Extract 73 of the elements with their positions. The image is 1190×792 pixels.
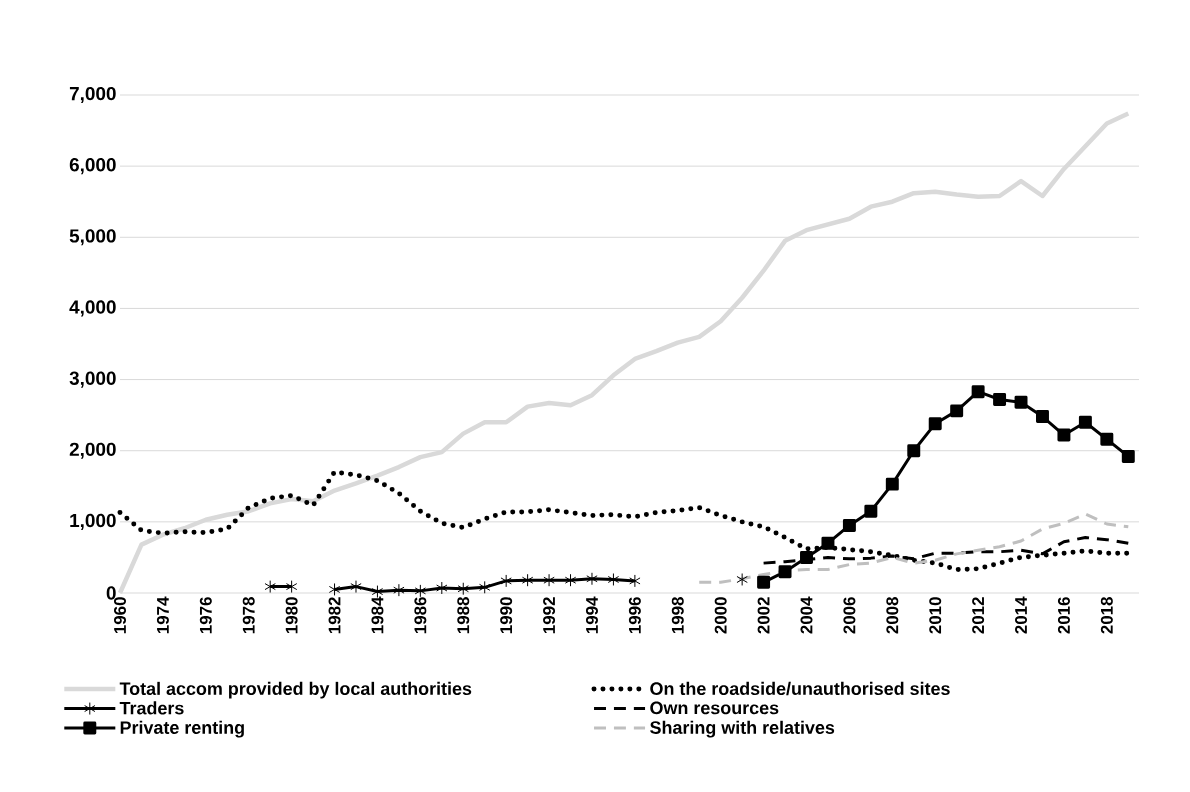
x-tick-label: 2018 <box>1100 597 1113 634</box>
point <box>1036 410 1049 424</box>
x-tick-label: 1994 <box>585 596 598 634</box>
legend-label: Traders <box>119 701 184 715</box>
x-tick-label: 1998 <box>671 597 684 634</box>
x-tick-label: 1978 <box>242 597 255 634</box>
y-tick-label: 2,000 <box>69 442 116 459</box>
legend-label: Sharing with relatives <box>650 720 835 738</box>
y-tick-label: 4,000 <box>69 300 116 317</box>
x-tick-label: 1960 <box>114 597 126 634</box>
point <box>264 580 276 594</box>
point <box>350 580 362 594</box>
point <box>285 580 298 594</box>
point <box>564 573 577 587</box>
point <box>993 393 1007 406</box>
point <box>393 583 405 597</box>
point <box>414 584 427 598</box>
x-tick-label: 2006 <box>843 597 856 634</box>
point <box>607 573 620 586</box>
point <box>864 504 878 518</box>
point <box>928 417 942 431</box>
x-tick-label: 2016 <box>1057 597 1070 634</box>
point <box>1100 432 1114 446</box>
point <box>1014 395 1028 409</box>
x-tick-label: 2004 <box>800 596 813 634</box>
legend-label: Total accom provided by local authorities <box>119 681 472 699</box>
point <box>971 385 985 399</box>
point <box>500 574 512 588</box>
point <box>1057 428 1071 442</box>
x-tick-label: 1974 <box>156 596 169 634</box>
x-tick-label: 1992 <box>543 597 556 634</box>
y-tick-label: 7,000 <box>69 86 116 104</box>
point <box>778 565 792 579</box>
point <box>842 518 856 532</box>
x-tick-label: 1976 <box>199 597 212 634</box>
x-tick-label: 1996 <box>628 597 641 634</box>
point <box>521 573 534 587</box>
point <box>800 550 813 564</box>
point <box>543 573 555 587</box>
point <box>821 536 835 550</box>
legend-label: Private renting <box>120 720 244 738</box>
point <box>1078 415 1092 429</box>
x-tick-label: 2010 <box>929 597 942 634</box>
y-tick-label: 5,000 <box>69 229 116 246</box>
point <box>629 574 641 588</box>
point <box>479 580 491 594</box>
x-tick-label: 1988 <box>457 597 470 634</box>
x-tick-label: 1984 <box>371 596 384 634</box>
x-tick-label: 1986 <box>414 597 427 634</box>
x-tick-label: 1982 <box>328 597 341 634</box>
legend-label: Own resources <box>650 701 779 715</box>
x-tick-label: 1990 <box>500 597 513 634</box>
y-tick-label: 1,000 <box>70 513 116 530</box>
point <box>736 573 748 586</box>
legend-label: On the roadside/unauthorised sites <box>650 681 950 696</box>
x-tick-label: 2000 <box>714 597 727 634</box>
y-tick-label: 3,000 <box>69 371 116 388</box>
point <box>436 581 448 595</box>
point <box>950 404 964 418</box>
point <box>757 575 771 589</box>
point <box>907 444 921 458</box>
x-tick-label: 2008 <box>886 597 899 634</box>
y-tick-label: 0 <box>106 586 116 600</box>
point <box>1121 449 1135 463</box>
point <box>457 582 469 596</box>
x-tick-label: 2012 <box>972 597 985 634</box>
point <box>328 582 341 596</box>
x-tick-label: 2002 <box>757 597 770 634</box>
y-tick-label: 6,000 <box>69 158 116 175</box>
point <box>586 572 598 586</box>
x-tick-label: 1980 <box>285 597 298 634</box>
x-tick-label: 2014 <box>1015 596 1028 634</box>
point <box>885 477 899 491</box>
